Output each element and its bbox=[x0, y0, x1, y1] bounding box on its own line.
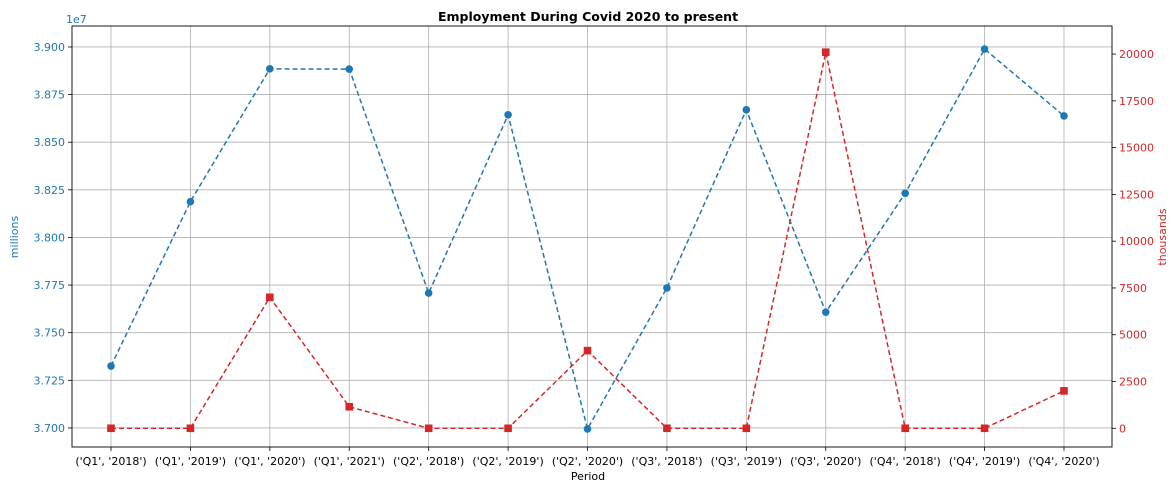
data-point-thousands bbox=[821, 48, 830, 56]
x-tick-label: ('Q3', '2018') bbox=[631, 455, 702, 468]
data-point-thousands bbox=[980, 424, 989, 433]
left-axis-label: millions bbox=[8, 216, 21, 259]
data-point-millions bbox=[345, 65, 354, 73]
data-point-thousands bbox=[107, 424, 115, 433]
x-tick-label: ('Q1', '2019') bbox=[155, 455, 226, 468]
data-point-millions bbox=[266, 65, 274, 73]
left-tick-label: 3.800 bbox=[34, 231, 66, 244]
x-tick-label: ('Q1', '2020') bbox=[234, 455, 305, 468]
right-tick-label: 20000 bbox=[1119, 48, 1154, 61]
data-point-millions bbox=[821, 308, 830, 316]
left-tick-label: 3.850 bbox=[34, 136, 66, 149]
x-tick-label: ('Q2', '2018') bbox=[393, 455, 464, 468]
data-point-thousands bbox=[266, 293, 274, 302]
data-point-thousands bbox=[1060, 387, 1068, 395]
data-point-millions bbox=[186, 197, 195, 206]
plot-frame bbox=[71, 25, 1113, 448]
axes-layer: ('Q1', '2018') ('Q1', '2019') ('Q1', '2020… bbox=[34, 25, 1154, 468]
series-layer bbox=[107, 45, 1068, 433]
data-point-millions bbox=[980, 45, 989, 53]
x-tick-label: ('Q4', '2019') bbox=[949, 455, 1020, 468]
x-tick-label: ('Q3', '2020') bbox=[790, 455, 861, 468]
left-tick-label: 3.875 bbox=[34, 89, 66, 102]
data-point-thousands bbox=[663, 424, 671, 433]
right-tick-label: 5000 bbox=[1119, 329, 1147, 342]
x-tick-label: ('Q3', '2019') bbox=[711, 455, 782, 468]
right-tick-label: 7500 bbox=[1119, 282, 1147, 295]
x-tick-label: ('Q2', '2020') bbox=[552, 455, 623, 468]
data-point-millions bbox=[1060, 112, 1068, 120]
right-tick-label: 15000 bbox=[1119, 142, 1154, 155]
data-point-millions bbox=[583, 425, 592, 433]
left-tick-label: 3.700 bbox=[34, 422, 66, 435]
data-point-thousands bbox=[583, 346, 592, 355]
data-point-millions bbox=[107, 362, 115, 370]
right-tick-label: 2500 bbox=[1119, 376, 1147, 389]
data-point-millions bbox=[742, 106, 751, 114]
x-tick-label: ('Q4', '2020') bbox=[1028, 455, 1099, 468]
data-point-millions bbox=[901, 189, 909, 198]
grid-lines bbox=[72, 26, 1112, 447]
left-axis-offset-label: 1e7 bbox=[66, 13, 87, 26]
data-point-millions bbox=[504, 110, 512, 119]
right-tick-label: 0 bbox=[1119, 422, 1126, 435]
data-point-thousands bbox=[424, 424, 433, 433]
left-tick-label: 3.725 bbox=[34, 374, 66, 387]
x-tick-label: ('Q1', '2018') bbox=[75, 455, 146, 468]
x-tick-label: ('Q1', '2021') bbox=[314, 455, 385, 468]
data-point-thousands bbox=[742, 424, 751, 433]
data-point-thousands bbox=[186, 424, 195, 433]
data-point-thousands bbox=[504, 424, 512, 433]
data-point-millions bbox=[424, 289, 433, 297]
right-axis-label: thousands bbox=[1156, 208, 1169, 265]
left-tick-label: 3.750 bbox=[34, 327, 66, 340]
right-tick-label: 17500 bbox=[1119, 95, 1154, 108]
x-tick-label: ('Q4', '2018') bbox=[870, 455, 941, 468]
data-point-thousands bbox=[345, 402, 354, 411]
left-tick-label: 3.775 bbox=[34, 279, 66, 292]
right-tick-label: 10000 bbox=[1119, 235, 1154, 248]
left-tick-label: 3.900 bbox=[34, 41, 66, 54]
data-point-thousands bbox=[901, 424, 909, 433]
x-tick-label: ('Q2', '2019') bbox=[472, 455, 543, 468]
left-tick-label: 3.825 bbox=[34, 184, 66, 197]
right-tick-label: 12500 bbox=[1119, 188, 1154, 201]
x-axis-label: Period bbox=[571, 470, 605, 483]
data-point-millions bbox=[663, 284, 671, 292]
chart-title: Employment During Covid 2020 to present bbox=[438, 9, 738, 24]
